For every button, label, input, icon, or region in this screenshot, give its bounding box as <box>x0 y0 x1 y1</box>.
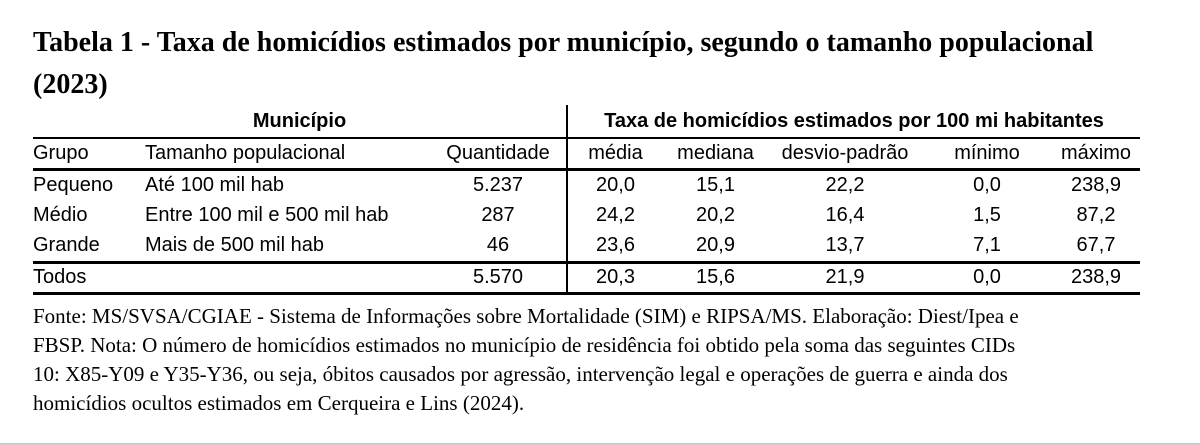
cell-grupo: Médio <box>33 204 88 226</box>
col-header-minimo: mínimo <box>922 138 1053 171</box>
col-header-grupo: Grupo <box>33 138 145 171</box>
cell-mediana: 15,1 <box>696 173 735 196</box>
cell-minimo: 0,0 <box>973 173 1001 196</box>
col-header-media: média <box>566 138 664 171</box>
table-row-pequeno: Pequeno Até 100 mil hab 5.237 20,0 15,1 … <box>33 169 1140 200</box>
col-header-desvio-padrao: desvio-padrão <box>768 138 923 171</box>
cell-mediana: 20,9 <box>663 231 769 264</box>
cell-minimo: 0,0 <box>922 262 1053 295</box>
cell-mediana: 20,2 <box>696 204 735 226</box>
cell-grupo: Grande <box>33 231 145 264</box>
cell-tamanho: Mais de 500 mil hab <box>145 231 430 264</box>
table-row-todos: Todos 5.570 20,3 15,6 21,9 0,0 238,9 <box>33 262 1141 295</box>
table-row-medio: Médio Entre 100 mil e 500 mil hab 287 24… <box>33 200 1140 231</box>
cell-tamanho: Entre 100 mil e 500 mil hab <box>145 204 389 226</box>
source-note-line: homicídios ocultos estimados em Cerqueir… <box>33 391 525 415</box>
col-header-maximo: máximo <box>1052 138 1141 171</box>
cell-media: 24,2 <box>566 200 664 231</box>
column-header-row: Grupo Tamanho populacional Quantidade mé… <box>33 138 1141 171</box>
cell-media: 23,6 <box>566 231 664 264</box>
cell-tamanho: Até 100 mil hab <box>145 173 284 196</box>
cell-grupo: Pequeno <box>33 173 114 196</box>
cell-maximo: 67,7 <box>1052 231 1141 264</box>
cell-media: 20,0 <box>566 169 664 200</box>
cell-desvio-padrao: 22,2 <box>825 173 865 196</box>
col-header-tamanho: Tamanho populacional <box>145 138 430 171</box>
source-note: Fonte: MS/SVSA/CGIAE - Sistema de Inform… <box>33 302 1019 418</box>
cell-maximo: 238,9 <box>1052 262 1141 295</box>
cell-desvio-padrao: 21,9 <box>768 262 923 295</box>
cell-minimo: 1,5 <box>973 204 1001 226</box>
cell-quantidade: 5.237 <box>472 173 524 196</box>
cell-grupo: Todos <box>33 262 145 295</box>
cell-media: 20,3 <box>566 262 664 295</box>
source-note-line: Fonte: MS/SVSA/CGIAE - Sistema de Inform… <box>33 304 1019 328</box>
col-header-mediana: mediana <box>663 138 769 171</box>
group-header-taxa: Taxa de homicídios estimados por 100 mi … <box>566 105 1141 139</box>
cell-quantidade: 46 <box>430 231 568 264</box>
cell-minimo: 7,1 <box>922 231 1053 264</box>
cell-desvio-padrao: 13,7 <box>768 231 923 264</box>
table-title: Tabela 1 - Taxa de homicídios estimados … <box>33 27 1094 100</box>
source-note-line: 10: X85-Y09 e Y35-Y36, ou seja, óbitos c… <box>33 362 1008 386</box>
cell-quantidade: 5.570 <box>430 262 568 295</box>
cell-desvio-padrao: 16,4 <box>825 204 865 226</box>
table-row-grande: Grande Mais de 500 mil hab 46 23,6 20,9 … <box>33 231 1141 264</box>
cell-tamanho <box>145 262 430 295</box>
source-note-line: FBSP. Nota: O número de homicídios estim… <box>33 333 1016 357</box>
cell-quantidade: 287 <box>481 204 515 226</box>
cell-mediana: 15,6 <box>663 262 769 295</box>
cell-maximo: 87,2 <box>1076 204 1116 226</box>
group-header-row: Município Taxa de homicídios estimados p… <box>33 105 1141 139</box>
statistics-table: Município Taxa de homicídios estimados p… <box>33 105 1141 295</box>
group-header-municipio: Município <box>33 105 568 139</box>
col-header-quantidade: Quantidade <box>430 138 568 171</box>
cell-maximo: 238,9 <box>1070 173 1122 196</box>
